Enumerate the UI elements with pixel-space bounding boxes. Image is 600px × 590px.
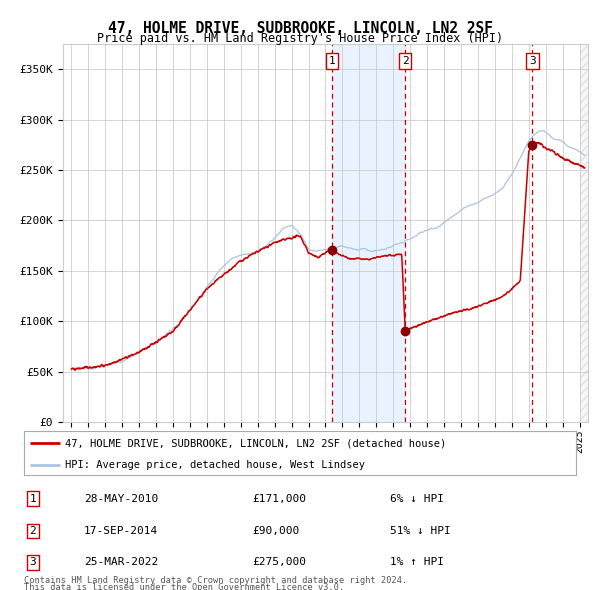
Text: 25-MAR-2022: 25-MAR-2022 — [84, 558, 158, 567]
Text: £171,000: £171,000 — [252, 494, 306, 503]
Text: 1: 1 — [329, 56, 335, 66]
Text: 3: 3 — [29, 558, 37, 567]
Bar — [580, 44, 592, 422]
Text: £275,000: £275,000 — [252, 558, 306, 567]
Text: HPI: Average price, detached house, West Lindsey: HPI: Average price, detached house, West… — [65, 460, 365, 470]
Text: 6% ↓ HPI: 6% ↓ HPI — [390, 494, 444, 503]
Text: £90,000: £90,000 — [252, 526, 299, 536]
Text: Contains HM Land Registry data © Crown copyright and database right 2024.: Contains HM Land Registry data © Crown c… — [24, 576, 407, 585]
Text: 47, HOLME DRIVE, SUDBROOKE, LINCOLN, LN2 2SF (detached house): 47, HOLME DRIVE, SUDBROOKE, LINCOLN, LN2… — [65, 438, 446, 448]
Text: 2: 2 — [402, 56, 409, 66]
Text: 3: 3 — [529, 56, 536, 66]
Text: 51% ↓ HPI: 51% ↓ HPI — [390, 526, 451, 536]
Text: 2: 2 — [29, 526, 37, 536]
Text: 28-MAY-2010: 28-MAY-2010 — [84, 494, 158, 503]
Text: 1: 1 — [29, 494, 37, 503]
Text: This data is licensed under the Open Government Licence v3.0.: This data is licensed under the Open Gov… — [24, 583, 344, 590]
Text: 17-SEP-2014: 17-SEP-2014 — [84, 526, 158, 536]
Bar — [332, 44, 405, 422]
Text: 47, HOLME DRIVE, SUDBROOKE, LINCOLN, LN2 2SF: 47, HOLME DRIVE, SUDBROOKE, LINCOLN, LN2… — [107, 21, 493, 35]
Text: 1% ↑ HPI: 1% ↑ HPI — [390, 558, 444, 567]
Text: Price paid vs. HM Land Registry's House Price Index (HPI): Price paid vs. HM Land Registry's House … — [97, 32, 503, 45]
